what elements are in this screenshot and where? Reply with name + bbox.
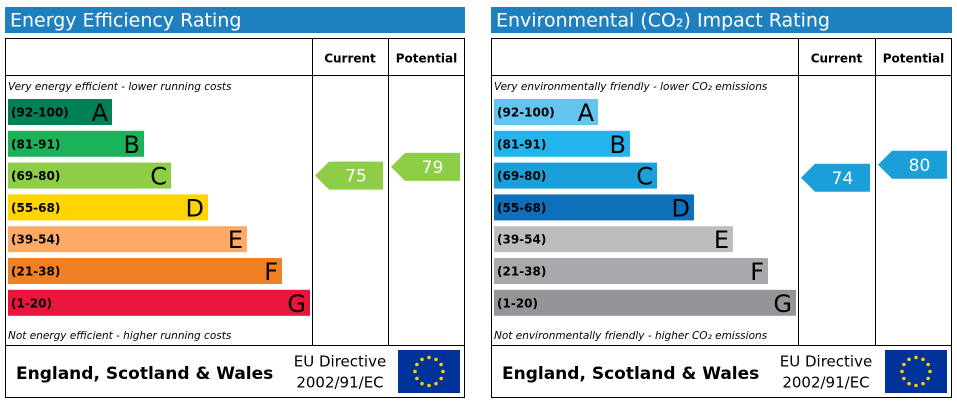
rating-value: 74 <box>832 169 854 189</box>
band-range: (21-38) <box>11 265 60 279</box>
band-range: (92-100) <box>11 106 69 120</box>
eu-star <box>427 383 431 388</box>
frame <box>491 38 952 398</box>
rating-band <box>8 289 310 316</box>
band-letter: G <box>773 290 792 318</box>
eu-star <box>439 376 443 381</box>
eu-star <box>926 362 930 367</box>
eu-star <box>415 362 419 367</box>
rating-arrow <box>801 163 870 192</box>
rating-band <box>494 130 630 157</box>
rating-band <box>8 99 112 125</box>
rating-value: 80 <box>909 156 931 176</box>
frame <box>5 38 465 398</box>
column-header: Current <box>811 52 863 66</box>
column-header: Potential <box>396 52 458 66</box>
band-letter: D <box>672 194 690 222</box>
rating-band <box>8 226 247 253</box>
band-letter: E <box>714 226 729 254</box>
rating-arrow <box>878 150 947 179</box>
band-letter: B <box>124 131 140 159</box>
band-letter: G <box>287 290 306 318</box>
rating-band <box>8 130 144 157</box>
rating-band <box>494 258 768 284</box>
eu-star <box>415 376 419 381</box>
top-note: Very environmentally friendly - lower CO… <box>494 81 768 93</box>
rating-value: 75 <box>345 167 367 187</box>
column-header: Potential <box>883 52 945 66</box>
eu-star <box>902 362 906 367</box>
band-letter: A <box>578 99 595 127</box>
band-letter: A <box>92 99 109 127</box>
eu-star <box>427 355 431 360</box>
eu-star <box>900 369 904 374</box>
eu-star <box>914 355 918 360</box>
eu-star <box>420 381 424 386</box>
band-letter: B <box>610 131 626 159</box>
band-range: (55-68) <box>11 201 60 215</box>
eu-star <box>921 381 925 386</box>
band-range: (1-20) <box>11 296 52 310</box>
panel-title: Environmental (CO₂) Impact Rating <box>496 10 830 32</box>
band-range: (92-100) <box>497 106 555 120</box>
eu-star <box>926 376 930 381</box>
rating-arrow <box>315 161 383 190</box>
eu-star <box>902 376 906 381</box>
eu-star <box>441 369 445 374</box>
eu-star <box>413 369 417 374</box>
rating-band <box>8 162 171 189</box>
column-header: Current <box>324 52 376 66</box>
footer-directive: EU Directive <box>780 353 872 371</box>
rating-arrow <box>391 152 460 181</box>
band-range: (69-80) <box>497 169 546 183</box>
panel-title: Energy Efficiency Rating <box>10 10 241 32</box>
band-letter: C <box>150 163 167 191</box>
eu-star <box>907 381 911 386</box>
band-letter: F <box>750 258 764 286</box>
band-range: (39-54) <box>11 233 60 247</box>
eu-star <box>921 357 925 362</box>
band-range: (1-20) <box>497 296 538 310</box>
title-bar <box>491 7 952 33</box>
band-letter: E <box>228 226 243 254</box>
band-range: (69-80) <box>11 169 60 183</box>
band-letter: F <box>264 258 278 286</box>
eu-star <box>928 369 932 374</box>
band-range: (81-91) <box>11 137 60 151</box>
band-range: (55-68) <box>497 201 546 215</box>
band-letter: C <box>636 163 653 191</box>
eu-star <box>434 357 438 362</box>
footer-region: England, Scotland & Wales <box>16 364 273 384</box>
footer-directive: EU Directive <box>294 353 386 371</box>
bottom-note: Not environmentally friendly - higher CO… <box>494 330 768 342</box>
eu-star <box>907 357 911 362</box>
top-note: Very energy efficient - lower running co… <box>8 81 232 93</box>
rating-band <box>494 289 796 316</box>
rating-band <box>8 194 208 221</box>
rating-band <box>494 226 733 253</box>
footer-number: 2002/91/EC <box>296 374 383 392</box>
band-range: (39-54) <box>497 233 546 247</box>
rating-band <box>494 194 694 221</box>
band-letter: D <box>186 194 204 222</box>
eu-star <box>434 381 438 386</box>
rating-value: 79 <box>422 158 444 178</box>
rating-band <box>8 258 282 284</box>
eu-star <box>439 362 443 367</box>
title-bar <box>5 7 465 33</box>
band-range: (21-38) <box>497 265 546 279</box>
eu-star <box>420 357 424 362</box>
eu-star <box>914 383 918 388</box>
footer-region: England, Scotland & Wales <box>502 364 759 384</box>
rating-band <box>494 162 657 189</box>
band-range: (81-91) <box>497 137 546 151</box>
footer-number: 2002/91/EC <box>782 374 869 392</box>
rating-band <box>494 99 598 125</box>
bottom-note: Not energy efficient - higher running co… <box>8 330 232 342</box>
